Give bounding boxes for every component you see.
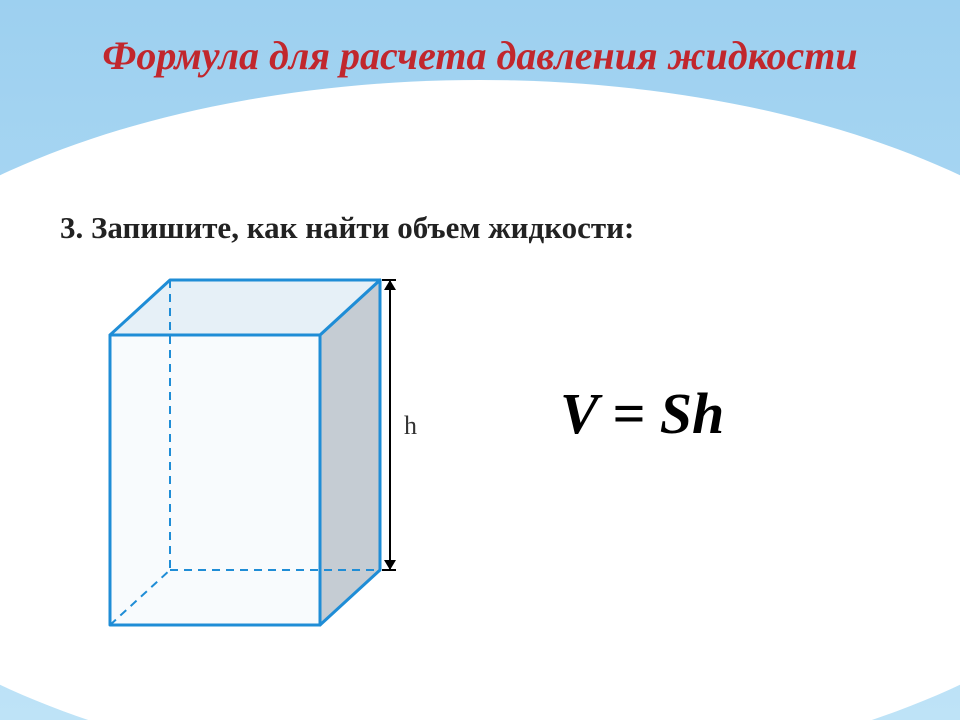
title-text: Формула для расчета давления жидкости: [102, 33, 857, 78]
volume-formula: V = Sh: [560, 380, 724, 447]
height-label: h: [404, 411, 417, 440]
prism-svg: h: [100, 265, 420, 645]
prism-diagram: h: [100, 265, 420, 645]
question-text-container: 3. Запишите, как найти объем жидкости:: [60, 210, 634, 246]
formula-text: V = Sh: [560, 381, 724, 446]
page-title: Формула для расчета давления жидкости: [0, 32, 960, 79]
question-text: 3. Запишите, как найти объем жидкости:: [60, 210, 634, 245]
